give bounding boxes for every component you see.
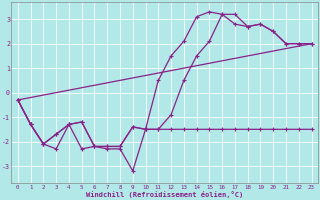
X-axis label: Windchill (Refroidissement éolien,°C): Windchill (Refroidissement éolien,°C) — [86, 191, 243, 198]
